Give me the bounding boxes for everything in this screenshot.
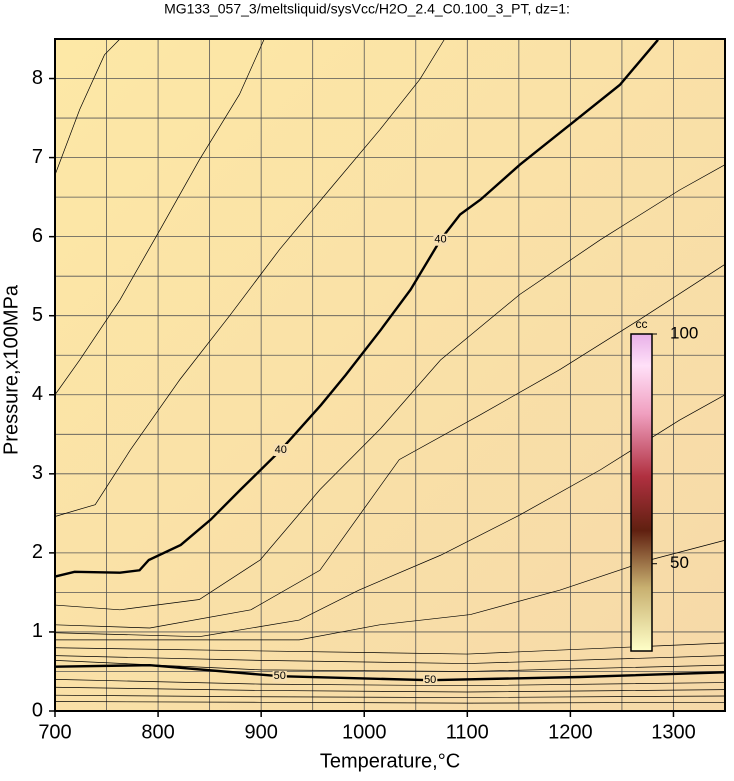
colorbar-label: cc xyxy=(636,317,648,331)
x-axis-label: Temperature,°C xyxy=(320,750,460,772)
contour-label-bg xyxy=(273,444,288,457)
colorbar-tick-label: 100 xyxy=(670,323,698,342)
contour-label-bg xyxy=(272,670,287,683)
contour-line xyxy=(54,164,726,611)
contour-label: 50 xyxy=(274,670,286,682)
plot-background xyxy=(55,39,725,711)
y-tick-label: 4 xyxy=(32,383,43,405)
contour-label-bg xyxy=(433,233,448,246)
plot-layer: 40 40 50 50 700 800 900 1000 1100 1200 1300 0 1 2 3 4 5 6… xyxy=(32,38,726,743)
y-tick-label: 1 xyxy=(32,620,43,642)
x-tick-label: 1200 xyxy=(548,721,593,743)
contour-line xyxy=(54,39,659,578)
x-tick-label: 900 xyxy=(244,721,277,743)
x-tick-label: 1100 xyxy=(446,721,489,743)
contour-line xyxy=(54,701,726,704)
contour-line xyxy=(54,38,121,176)
chart-title: MG133_057_3/meltsliquid/sysVcc/H2O_2.4_C… xyxy=(164,1,570,17)
contour-label: 50 xyxy=(424,674,436,686)
y-tick-label: 8 xyxy=(32,67,43,89)
y-tick-label: 3 xyxy=(32,462,43,484)
contour-line xyxy=(54,686,726,693)
contour-label: 40 xyxy=(434,234,446,246)
colorbar-tick-label: 50 xyxy=(670,553,689,572)
contour-line xyxy=(54,679,726,687)
y-axis-label: Pressure,x100MPa xyxy=(0,284,22,455)
contour-line xyxy=(54,394,726,638)
x-tick-label: 1000 xyxy=(342,721,387,743)
y-tick-label: 0 xyxy=(32,699,43,721)
contour-line xyxy=(54,38,445,517)
x-tick-label: 700 xyxy=(38,721,71,743)
contour-line xyxy=(54,663,726,682)
y-tick-label: 5 xyxy=(32,304,43,326)
y-tick-label: 2 xyxy=(32,541,43,563)
contour-label-bg xyxy=(423,674,438,687)
contour-line xyxy=(54,642,726,655)
contour-line xyxy=(54,38,265,395)
y-tick-label: 7 xyxy=(32,146,43,168)
contour-label: 40 xyxy=(275,444,287,456)
colorbar xyxy=(630,333,653,652)
plot-frame xyxy=(54,38,726,712)
contour-line xyxy=(54,694,726,698)
contour-line xyxy=(54,655,726,664)
y-tick-label: 6 xyxy=(32,225,43,247)
contour-line xyxy=(54,264,726,629)
x-tick-label: 1300 xyxy=(651,721,696,743)
contour-line xyxy=(54,660,726,672)
x-tick-label: 800 xyxy=(141,721,174,743)
